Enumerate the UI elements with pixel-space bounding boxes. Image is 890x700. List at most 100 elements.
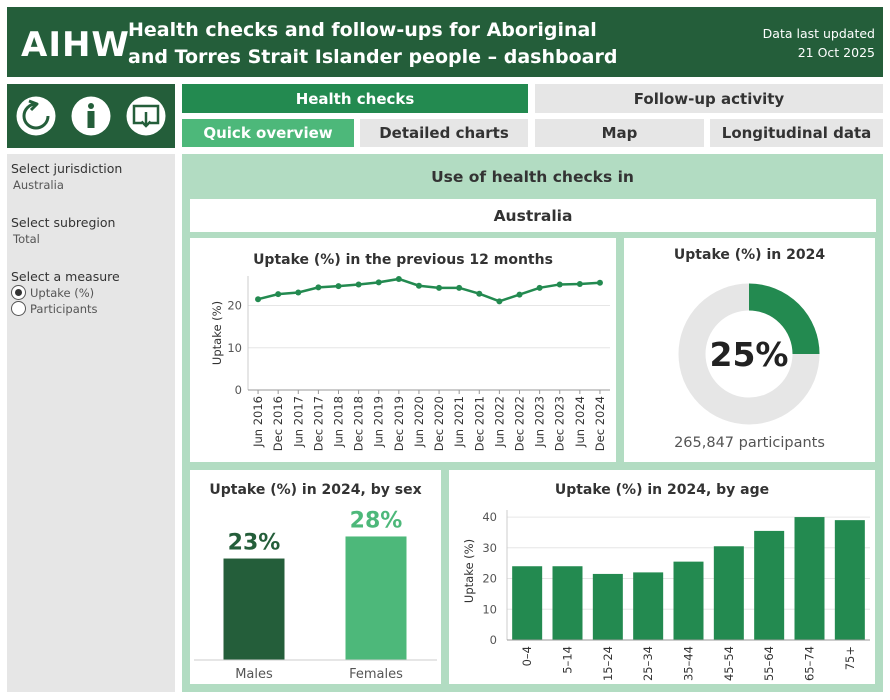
x-tick-label: Dec 2021: [472, 396, 486, 451]
bar[interactable]: [673, 561, 704, 640]
measure-filter: Select a measure Uptake (%) Participants: [11, 269, 171, 316]
reset-icon[interactable]: [15, 95, 57, 137]
page-title: Health checks and follow-ups for Aborigi…: [128, 17, 648, 71]
jurisdiction-select[interactable]: Australia: [13, 178, 64, 192]
selected-jurisdiction: Australia: [190, 199, 876, 232]
measure-option-label: Participants: [30, 301, 98, 316]
uptake-trend-panel: Uptake (%) in the previous 12 months 0 10…: [190, 238, 616, 462]
donut-slice[interactable]: [748, 283, 820, 355]
jurisdiction-filter: Select jurisdiction Australia: [11, 161, 171, 192]
tab-follow-up-activity[interactable]: Follow-up activity: [535, 84, 883, 113]
bar[interactable]: [794, 517, 825, 640]
data-point[interactable]: [255, 296, 262, 303]
uptake-2024-donut: 25%: [678, 283, 820, 425]
data-point[interactable]: [335, 283, 342, 290]
data-point[interactable]: [476, 290, 483, 297]
bar[interactable]: [223, 558, 285, 660]
uptake-2024-panel: Uptake (%) in 2024 25% 265,847 participa…: [624, 238, 875, 462]
y-tick-label: 20: [482, 572, 497, 586]
data-point[interactable]: [355, 281, 362, 288]
bar[interactable]: [592, 573, 623, 640]
data-point[interactable]: [315, 284, 322, 291]
bar[interactable]: [552, 566, 583, 640]
category-label: 0–4: [520, 646, 534, 666]
x-tick-label: Dec 2023: [553, 396, 567, 451]
data-updated-date: 21 Oct 2025: [797, 45, 875, 60]
data-point[interactable]: [456, 284, 463, 291]
bar-data-label: 23%: [228, 531, 281, 556]
data-point[interactable]: [536, 284, 543, 291]
category-label: 25–34: [641, 646, 655, 681]
radio-unchecked-icon[interactable]: [11, 301, 26, 316]
subtab-quick-overview[interactable]: Quick overview: [182, 119, 354, 147]
data-updated-label: Data last updated: [762, 26, 875, 41]
x-tick-label: Jun 2019: [372, 396, 386, 448]
uptake-by-sex-panel: Uptake (%) in 2024, by sex 23% Males 28% Fe…: [190, 470, 441, 684]
subtab-map[interactable]: Map: [535, 119, 704, 147]
bar[interactable]: [754, 530, 785, 640]
data-point[interactable]: [395, 275, 402, 282]
measure-option-uptake[interactable]: Uptake (%): [11, 285, 171, 300]
main-title: Use of health checks in: [431, 168, 634, 186]
x-tick-label: Jun 2023: [533, 396, 547, 448]
data-point[interactable]: [496, 298, 503, 305]
x-tick-label: Jun 2022: [492, 396, 506, 448]
uptake-by-age-panel: Uptake (%) in 2024, by age 0 10 20 30 40 Upta…: [449, 470, 875, 684]
x-tick-label: Jun 2024: [573, 396, 587, 448]
x-tick-label: Jun 2017: [291, 396, 305, 448]
y-tick-label: 20: [227, 299, 242, 313]
bar[interactable]: [834, 520, 865, 640]
icon-toolbar: [7, 84, 175, 148]
data-point[interactable]: [295, 289, 302, 296]
info-icon[interactable]: [70, 95, 112, 137]
x-tick-label: Dec 2018: [352, 396, 366, 451]
participants-count: 265,847 participants: [674, 435, 825, 451]
data-point[interactable]: [516, 291, 523, 298]
y-tick-label: 0: [490, 633, 497, 647]
aihw-logo: AIHW: [21, 25, 130, 65]
y-tick-label: 0: [235, 383, 242, 397]
x-tick-label: Dec 2020: [432, 396, 446, 451]
bar[interactable]: [713, 546, 744, 640]
tab-health-checks[interactable]: Health checks: [182, 84, 528, 113]
series-line: [257, 277, 601, 303]
radio-checked-icon[interactable]: [11, 285, 26, 300]
y-axis-label: Uptake (%): [462, 539, 476, 603]
main-content: Use of health checks in Australia Uptake…: [182, 154, 883, 692]
subregion-label: Select subregion: [11, 215, 116, 230]
bar[interactable]: [512, 566, 543, 640]
x-tick-label: Dec 2019: [392, 396, 406, 451]
data-point[interactable]: [375, 279, 382, 286]
category-label: 75+: [843, 646, 857, 670]
donut-center-label: 25%: [710, 335, 789, 374]
uptake-2024-title: Uptake (%) in 2024: [673, 247, 826, 263]
measure-option-participants[interactable]: Participants: [11, 301, 171, 316]
category-label: 5–14: [561, 646, 575, 674]
data-point[interactable]: [576, 281, 583, 288]
category-label: Males: [235, 667, 273, 682]
subtab-detailed-charts[interactable]: Detailed charts: [360, 119, 528, 147]
x-tick-label: Jun 2020: [412, 396, 426, 448]
category-label: 45–54: [722, 646, 736, 681]
bar[interactable]: [633, 572, 664, 640]
x-tick-label: Dec 2017: [311, 396, 325, 451]
x-tick-label: Dec 2024: [593, 396, 607, 451]
app-header: AIHW Health checks and follow-ups for Ab…: [7, 7, 883, 77]
download-icon[interactable]: [125, 95, 167, 137]
subtab-longitudinal-data[interactable]: Longitudinal data: [710, 119, 883, 147]
measure-option-label: Uptake (%): [30, 285, 95, 300]
data-point[interactable]: [596, 279, 603, 286]
category-label: 65–74: [803, 646, 817, 681]
category-label: 35–44: [682, 646, 696, 681]
data-point[interactable]: [556, 281, 563, 288]
category-label: Females: [349, 667, 403, 682]
uptake-by-age-title: Uptake (%) in 2024, by age: [554, 482, 770, 498]
category-label: 55–64: [762, 646, 776, 681]
uptake-by-sex-title: Uptake (%) in 2024, by sex: [209, 482, 422, 498]
subregion-select[interactable]: Total: [13, 232, 40, 246]
measure-label: Select a measure: [11, 269, 120, 284]
data-point[interactable]: [436, 284, 443, 291]
data-point[interactable]: [415, 282, 422, 289]
bar[interactable]: [345, 536, 407, 660]
data-point[interactable]: [275, 291, 282, 298]
